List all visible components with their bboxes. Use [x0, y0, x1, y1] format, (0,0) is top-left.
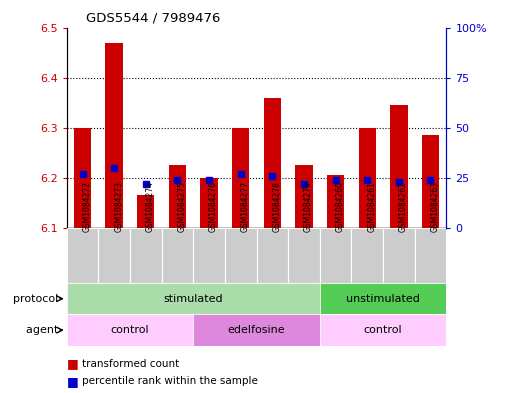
- Bar: [383, 228, 415, 283]
- Bar: [320, 283, 446, 314]
- Text: GSM1084274: GSM1084274: [146, 181, 155, 232]
- Text: GSM1084260: GSM1084260: [336, 181, 345, 232]
- Bar: [232, 128, 249, 228]
- Text: GDS5544 / 7989476: GDS5544 / 7989476: [86, 12, 220, 25]
- Text: stimulated: stimulated: [164, 294, 223, 304]
- Text: ■: ■: [67, 357, 78, 370]
- Bar: [327, 175, 344, 228]
- Bar: [320, 314, 446, 346]
- Text: GSM1084272: GSM1084272: [83, 182, 91, 232]
- Bar: [225, 228, 256, 283]
- Bar: [295, 165, 312, 228]
- Bar: [67, 314, 193, 346]
- Bar: [98, 228, 130, 283]
- Bar: [351, 228, 383, 283]
- Bar: [415, 228, 446, 283]
- Text: GSM1084277: GSM1084277: [241, 181, 250, 232]
- Bar: [264, 97, 281, 228]
- Bar: [130, 228, 162, 283]
- Bar: [74, 128, 91, 228]
- Text: GSM1084261: GSM1084261: [367, 182, 376, 232]
- Text: GSM1084275: GSM1084275: [177, 181, 186, 232]
- Bar: [193, 228, 225, 283]
- Text: control: control: [364, 325, 402, 335]
- Text: GSM1084276: GSM1084276: [209, 181, 218, 232]
- Text: protocol: protocol: [13, 294, 62, 304]
- Bar: [422, 135, 439, 228]
- Text: GSM1084263: GSM1084263: [430, 181, 440, 232]
- Bar: [162, 228, 193, 283]
- Text: GSM1084278: GSM1084278: [272, 182, 281, 232]
- Text: percentile rank within the sample: percentile rank within the sample: [82, 376, 258, 386]
- Bar: [390, 105, 407, 228]
- Bar: [201, 178, 218, 228]
- Text: GSM1084273: GSM1084273: [114, 181, 123, 232]
- Bar: [137, 195, 154, 228]
- Bar: [106, 42, 123, 228]
- Text: unstimulated: unstimulated: [346, 294, 420, 304]
- Text: GSM1084262: GSM1084262: [399, 182, 408, 232]
- Bar: [169, 165, 186, 228]
- Text: agent: agent: [26, 325, 62, 335]
- Bar: [320, 228, 351, 283]
- Bar: [256, 228, 288, 283]
- Bar: [359, 128, 376, 228]
- Text: control: control: [111, 325, 149, 335]
- Text: GSM1084279: GSM1084279: [304, 181, 313, 232]
- Bar: [288, 228, 320, 283]
- Text: transformed count: transformed count: [82, 358, 180, 369]
- Bar: [67, 283, 320, 314]
- Bar: [67, 228, 98, 283]
- Text: edelfosine: edelfosine: [228, 325, 285, 335]
- Bar: [193, 314, 320, 346]
- Text: ■: ■: [67, 375, 78, 388]
